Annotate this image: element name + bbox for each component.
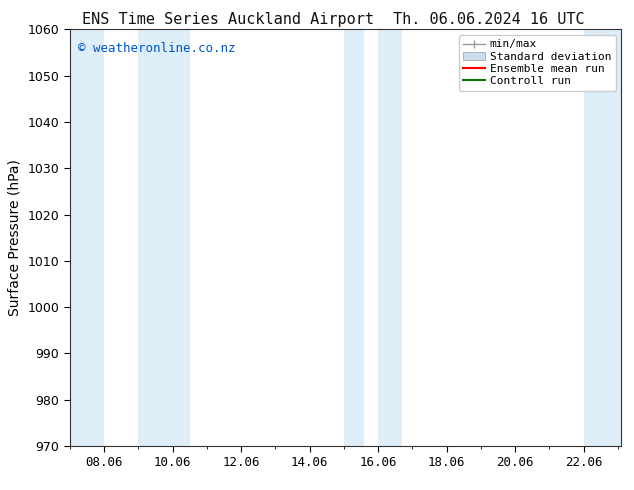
Bar [378, 29, 402, 446]
Bar [584, 29, 621, 446]
Bar [138, 29, 190, 446]
Legend: min/max, Standard deviation, Ensemble mean run, Controll run: min/max, Standard deviation, Ensemble me… [459, 35, 616, 91]
Bar [70, 29, 104, 446]
Y-axis label: Surface Pressure (hPa): Surface Pressure (hPa) [8, 159, 22, 316]
Text: © weatheronline.co.nz: © weatheronline.co.nz [78, 42, 235, 55]
Bar [344, 29, 365, 446]
Text: ENS Time Series Auckland Airport: ENS Time Series Auckland Airport [82, 12, 375, 27]
Text: Th. 06.06.2024 16 UTC: Th. 06.06.2024 16 UTC [393, 12, 585, 27]
